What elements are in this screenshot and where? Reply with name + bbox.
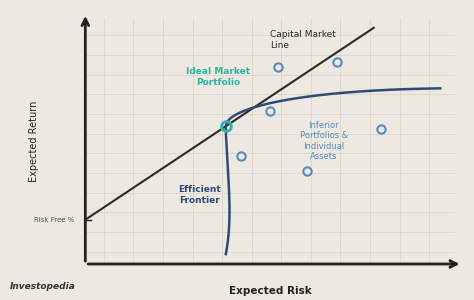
Text: Expected Risk: Expected Risk — [229, 286, 311, 296]
Text: Risk Free %: Risk Free % — [34, 217, 74, 223]
Text: Inferior
Portfolios &
Individual
Assets: Inferior Portfolios & Individual Assets — [300, 121, 348, 161]
Text: Efficient
Frontier: Efficient Frontier — [179, 185, 221, 205]
Text: Capital Market
Line: Capital Market Line — [270, 30, 336, 50]
Text: Investopedia: Investopedia — [9, 282, 75, 291]
Text: Expected Return: Expected Return — [28, 100, 38, 182]
Text: Ideal Market
Portfolio: Ideal Market Portfolio — [186, 68, 250, 87]
